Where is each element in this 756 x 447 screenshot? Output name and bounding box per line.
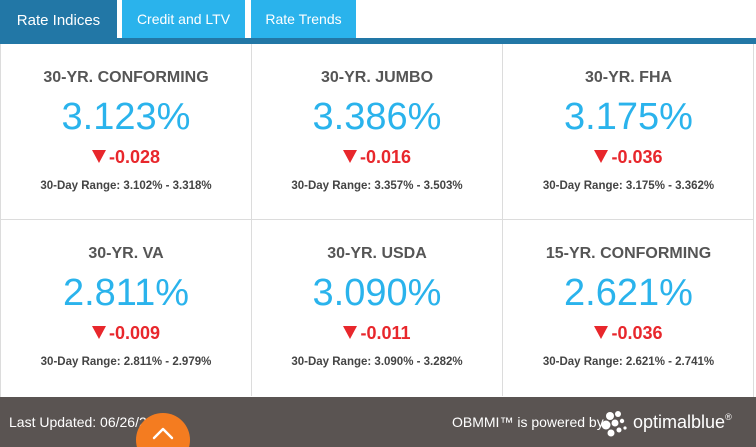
rate-range: 30-Day Range: 2.621% - 2.741% — [542, 356, 715, 368]
brand-name: optimalblue — [633, 412, 726, 432]
rate-range: 30-Day Range: 3.175% - 3.362% — [542, 180, 715, 192]
rate-change-value: -0.028 — [108, 147, 161, 167]
rate-change: -0.036 — [503, 323, 754, 344]
rate-range: 30-Day Range: 3.090% - 3.282% — [291, 356, 463, 368]
rate-card-30yr-jumbo: 30-YR. JUMBO 3.386% -0.016 30-Day Range:… — [252, 44, 503, 220]
rate-change-value: -0.016 — [359, 147, 412, 167]
rate-change-value: -0.036 — [611, 323, 663, 343]
rate-value: 2.621% — [564, 272, 693, 314]
rate-value: 3.123% — [61, 96, 191, 138]
rate-value: 2.811% — [62, 272, 190, 314]
rate-card-30yr-fha: 30-YR. FHA 3.175% -0.036 30-Day Range: 3… — [503, 44, 754, 220]
tab-credit-and-ltv[interactable]: Credit and LTV — [122, 0, 245, 38]
rate-change-value: -0.009 — [108, 323, 161, 343]
rate-card-title: 30-YR. JUMBO — [320, 69, 434, 86]
last-updated-text: Last Updated: 06/26/20 — [9, 414, 155, 430]
rate-change: -0.009 — [1, 323, 251, 344]
triangle-down-icon — [91, 326, 106, 339]
rate-range: 30-Day Range: 3.357% - 3.503% — [291, 180, 463, 192]
triangle-down-icon — [594, 326, 609, 339]
triangle-down-icon — [594, 150, 609, 163]
rate-change: -0.011 — [252, 323, 502, 344]
chevron-up-icon — [152, 427, 174, 440]
registered-mark: ® — [725, 412, 732, 422]
rate-change-value: -0.036 — [611, 147, 663, 167]
footer-bar: Last Updated: 06/26/20 OBMMI™ is powered… — [0, 397, 756, 447]
rate-value: 3.090% — [312, 272, 442, 314]
powered-by-text: OBMMI™ is powered by — [452, 414, 604, 430]
rate-change: -0.036 — [503, 147, 754, 168]
optimalblue-logo-icon — [601, 411, 627, 437]
rate-card-15yr-conforming: 15-YR. CONFORMING 2.621% -0.036 30-Day R… — [503, 220, 754, 396]
triangle-down-icon — [342, 150, 357, 163]
rate-grid: 30-YR. CONFORMING 3.123% -0.028 30-Day R… — [0, 44, 754, 397]
rate-card-30yr-conforming: 30-YR. CONFORMING 3.123% -0.028 30-Day R… — [1, 44, 252, 220]
rate-card-title: 30-YR. CONFORMING — [43, 69, 209, 86]
tab-bar: Rate Indices Credit and LTV Rate Trends — [0, 0, 756, 44]
rate-card-title: 30-YR. USDA — [327, 245, 427, 262]
rate-card-30yr-usda: 30-YR. USDA 3.090% -0.011 30-Day Range: … — [252, 220, 503, 396]
rate-card-title: 30-YR. VA — [88, 245, 164, 262]
triangle-down-icon — [91, 150, 106, 163]
tab-underline — [0, 38, 756, 44]
rate-value: 3.386% — [312, 96, 442, 138]
rate-change: -0.016 — [252, 147, 502, 168]
rate-card-title: 15-YR. CONFORMING — [545, 245, 712, 262]
tab-rate-trends[interactable]: Rate Trends — [251, 0, 356, 38]
rate-card-30yr-va: 30-YR. VA 2.811% -0.009 30-Day Range: 2.… — [1, 220, 252, 396]
optimalblue-brand[interactable]: optimalblue® — [633, 412, 732, 433]
tab-rate-indices[interactable]: Rate Indices — [0, 0, 117, 40]
rate-card-title: 30-YR. FHA — [584, 69, 673, 86]
triangle-down-icon — [343, 326, 358, 339]
rate-change-value: -0.011 — [360, 323, 411, 343]
rate-change: -0.028 — [1, 147, 251, 168]
rate-value: 3.175% — [564, 96, 693, 138]
rate-range: 30-Day Range: 3.102% - 3.318% — [40, 180, 212, 192]
rate-range: 30-Day Range: 2.811% - 2.979% — [40, 356, 212, 368]
